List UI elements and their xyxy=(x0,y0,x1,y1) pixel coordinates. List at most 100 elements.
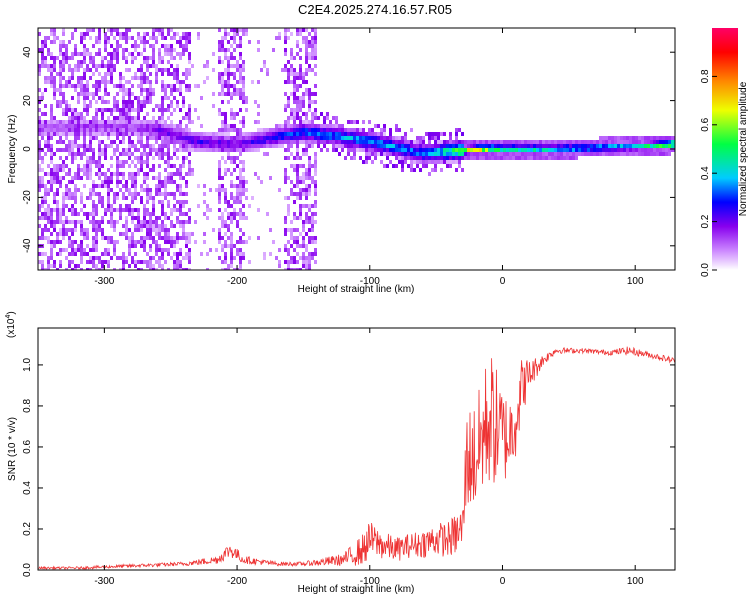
spectrogram-cell xyxy=(170,52,173,56)
spectrogram-cell xyxy=(230,72,233,76)
spectrogram-cell xyxy=(236,240,239,244)
spectrogram-cell xyxy=(104,64,107,68)
spectrogram-cell xyxy=(485,140,488,144)
spectrogram-cell xyxy=(590,152,593,156)
spectrogram-cell xyxy=(290,48,293,52)
spectrogram-cell xyxy=(443,152,446,156)
spectrogram-cell xyxy=(230,196,233,200)
spectrogram-cell xyxy=(230,112,233,116)
spectrogram-cell xyxy=(95,68,98,72)
spectrogram-cell xyxy=(308,188,311,192)
spectrogram-cell xyxy=(89,76,92,80)
spectrogram-cell xyxy=(182,104,185,108)
spectrogram-cell xyxy=(98,96,101,100)
spectrogram-cell xyxy=(419,152,422,156)
spectrogram-cell xyxy=(329,132,332,136)
spectrogram-cell xyxy=(341,148,344,152)
spectrogram-cell xyxy=(311,68,314,72)
spectrogram-cell xyxy=(59,60,62,64)
spectrogram-cell xyxy=(146,76,149,80)
spectrogram-cell xyxy=(260,128,263,132)
spectrogram-cell xyxy=(146,264,149,268)
spectrogram-cell xyxy=(134,196,137,200)
spectrogram-cell xyxy=(167,192,170,196)
spectrogram-cell xyxy=(215,132,218,136)
spectrogram-cell xyxy=(176,172,179,176)
spectrogram-cell xyxy=(107,72,110,76)
spectrogram-cell xyxy=(284,32,287,36)
spectrogram-cell xyxy=(635,140,638,144)
spectrogram-cell xyxy=(323,128,326,132)
spectrogram-cell xyxy=(140,140,143,144)
spectrogram-cell xyxy=(56,192,59,196)
chart-title: C2E4.2025.274.16.57.R05 xyxy=(298,2,452,17)
spectrogram-cell xyxy=(110,156,113,160)
spectrogram-cell xyxy=(149,136,152,140)
spectrogram-cell xyxy=(164,184,167,188)
spectrogram-cell xyxy=(371,160,374,164)
spectrogram-cell xyxy=(293,236,296,240)
spectrogram-cell xyxy=(119,116,122,120)
spectrogram-cell xyxy=(71,240,74,244)
spectrogram-cell xyxy=(50,152,53,156)
spectrogram-cell xyxy=(122,148,125,152)
spectrogram-cell xyxy=(89,196,92,200)
spectrogram-cell xyxy=(179,168,182,172)
spectrogram-cell xyxy=(38,120,41,124)
spectrogram-cell xyxy=(65,48,68,52)
spectrogram-cell xyxy=(80,36,83,40)
spectrogram-cell xyxy=(341,136,344,140)
spectrogram-cell xyxy=(242,76,245,80)
spectrogram-cell xyxy=(44,252,47,256)
spectrogram-cell xyxy=(305,184,308,188)
spectrogram-cell xyxy=(476,140,479,144)
spectrogram-cell xyxy=(434,140,437,144)
spectrogram-cell xyxy=(287,264,290,268)
spectrogram-cell xyxy=(560,144,563,148)
spectrogram-cell xyxy=(158,144,161,148)
spectrogram-cell xyxy=(155,220,158,224)
spectrogram-cell xyxy=(143,124,146,128)
spectrogram-cell xyxy=(245,144,248,148)
spectrogram-cell xyxy=(308,52,311,56)
spectrogram-cell xyxy=(86,84,89,88)
spectrogram-cell xyxy=(551,140,554,144)
spectrogram-cell xyxy=(281,144,284,148)
spectrogram-cell xyxy=(62,96,65,100)
spectrogram-cell xyxy=(104,128,107,132)
spectrogram-cell xyxy=(479,140,482,144)
spectrogram-cell xyxy=(488,140,491,144)
spectrogram-cell xyxy=(656,140,659,144)
spectrogram-cell xyxy=(149,256,152,260)
spectrogram-cell xyxy=(491,152,494,156)
spectrogram-cell xyxy=(95,132,98,136)
spectrogram-cell xyxy=(518,152,521,156)
spectrogram-cell xyxy=(125,128,128,132)
spectrogram-cell xyxy=(152,44,155,48)
spectrogram-cell xyxy=(524,156,527,160)
spectrogram-cell xyxy=(632,148,635,152)
spectrogram-cell xyxy=(53,60,56,64)
spectrogram-cell xyxy=(56,104,59,108)
spectrogram-cell xyxy=(158,156,161,160)
spectrogram-cell xyxy=(257,40,260,44)
spectrogram-cell xyxy=(83,92,86,96)
spectrogram-cell xyxy=(224,168,227,172)
spectrogram-cell xyxy=(89,56,92,60)
spectrogram-cell xyxy=(80,200,83,204)
spectrogram-cell xyxy=(107,264,110,268)
spectrogram-cell xyxy=(62,232,65,236)
spectrogram-cell xyxy=(164,84,167,88)
spectrogram-cell xyxy=(107,188,110,192)
spectrogram-cell xyxy=(167,84,170,88)
spectrogram-cell xyxy=(296,124,299,128)
spectrogram-cell xyxy=(131,84,134,88)
spectrogram-cell xyxy=(302,80,305,84)
spectrogram-cell xyxy=(218,168,221,172)
spectrogram-cell xyxy=(230,192,233,196)
spectrogram-cell xyxy=(137,52,140,56)
spectrogram-cell xyxy=(512,140,515,144)
spectrogram-cell xyxy=(131,104,134,108)
spectrogram-cell xyxy=(221,44,224,48)
spectrogram-cell xyxy=(302,220,305,224)
